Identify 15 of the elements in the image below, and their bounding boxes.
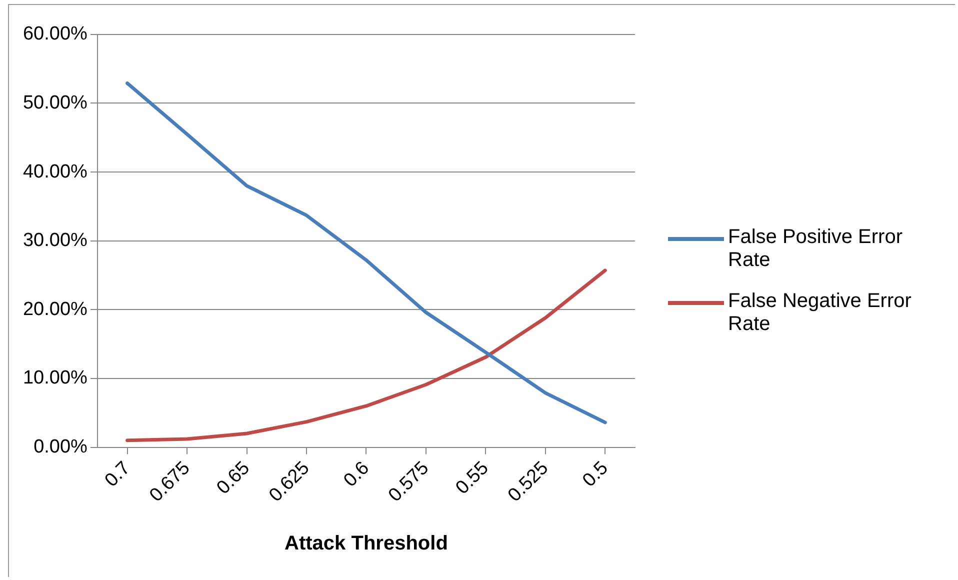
- y-tick-label: 60.00%: [22, 24, 88, 45]
- x-tick-label: 0.7: [101, 458, 135, 492]
- x-tick-label: 0.5: [578, 458, 612, 492]
- x-tick-label: 0.55: [452, 458, 493, 499]
- y-tick-label: 30.00%: [22, 230, 88, 252]
- y-tick-label: 20.00%: [22, 298, 88, 320]
- y-tick-label: 10.00%: [22, 368, 88, 389]
- y-tick-label: 40.00%: [22, 161, 88, 182]
- legend-label: False Negative Error Rate: [728, 290, 912, 336]
- legend-label: False Positive Error Rate: [728, 226, 904, 272]
- x-axis-title: Attack Threshold: [284, 532, 448, 555]
- x-tick-label: 0.65: [213, 458, 254, 499]
- y-tick-label: 50.00%: [22, 92, 88, 114]
- y-tick-label: 0.00%: [34, 436, 88, 458]
- x-tick-label: 0.6: [340, 458, 374, 492]
